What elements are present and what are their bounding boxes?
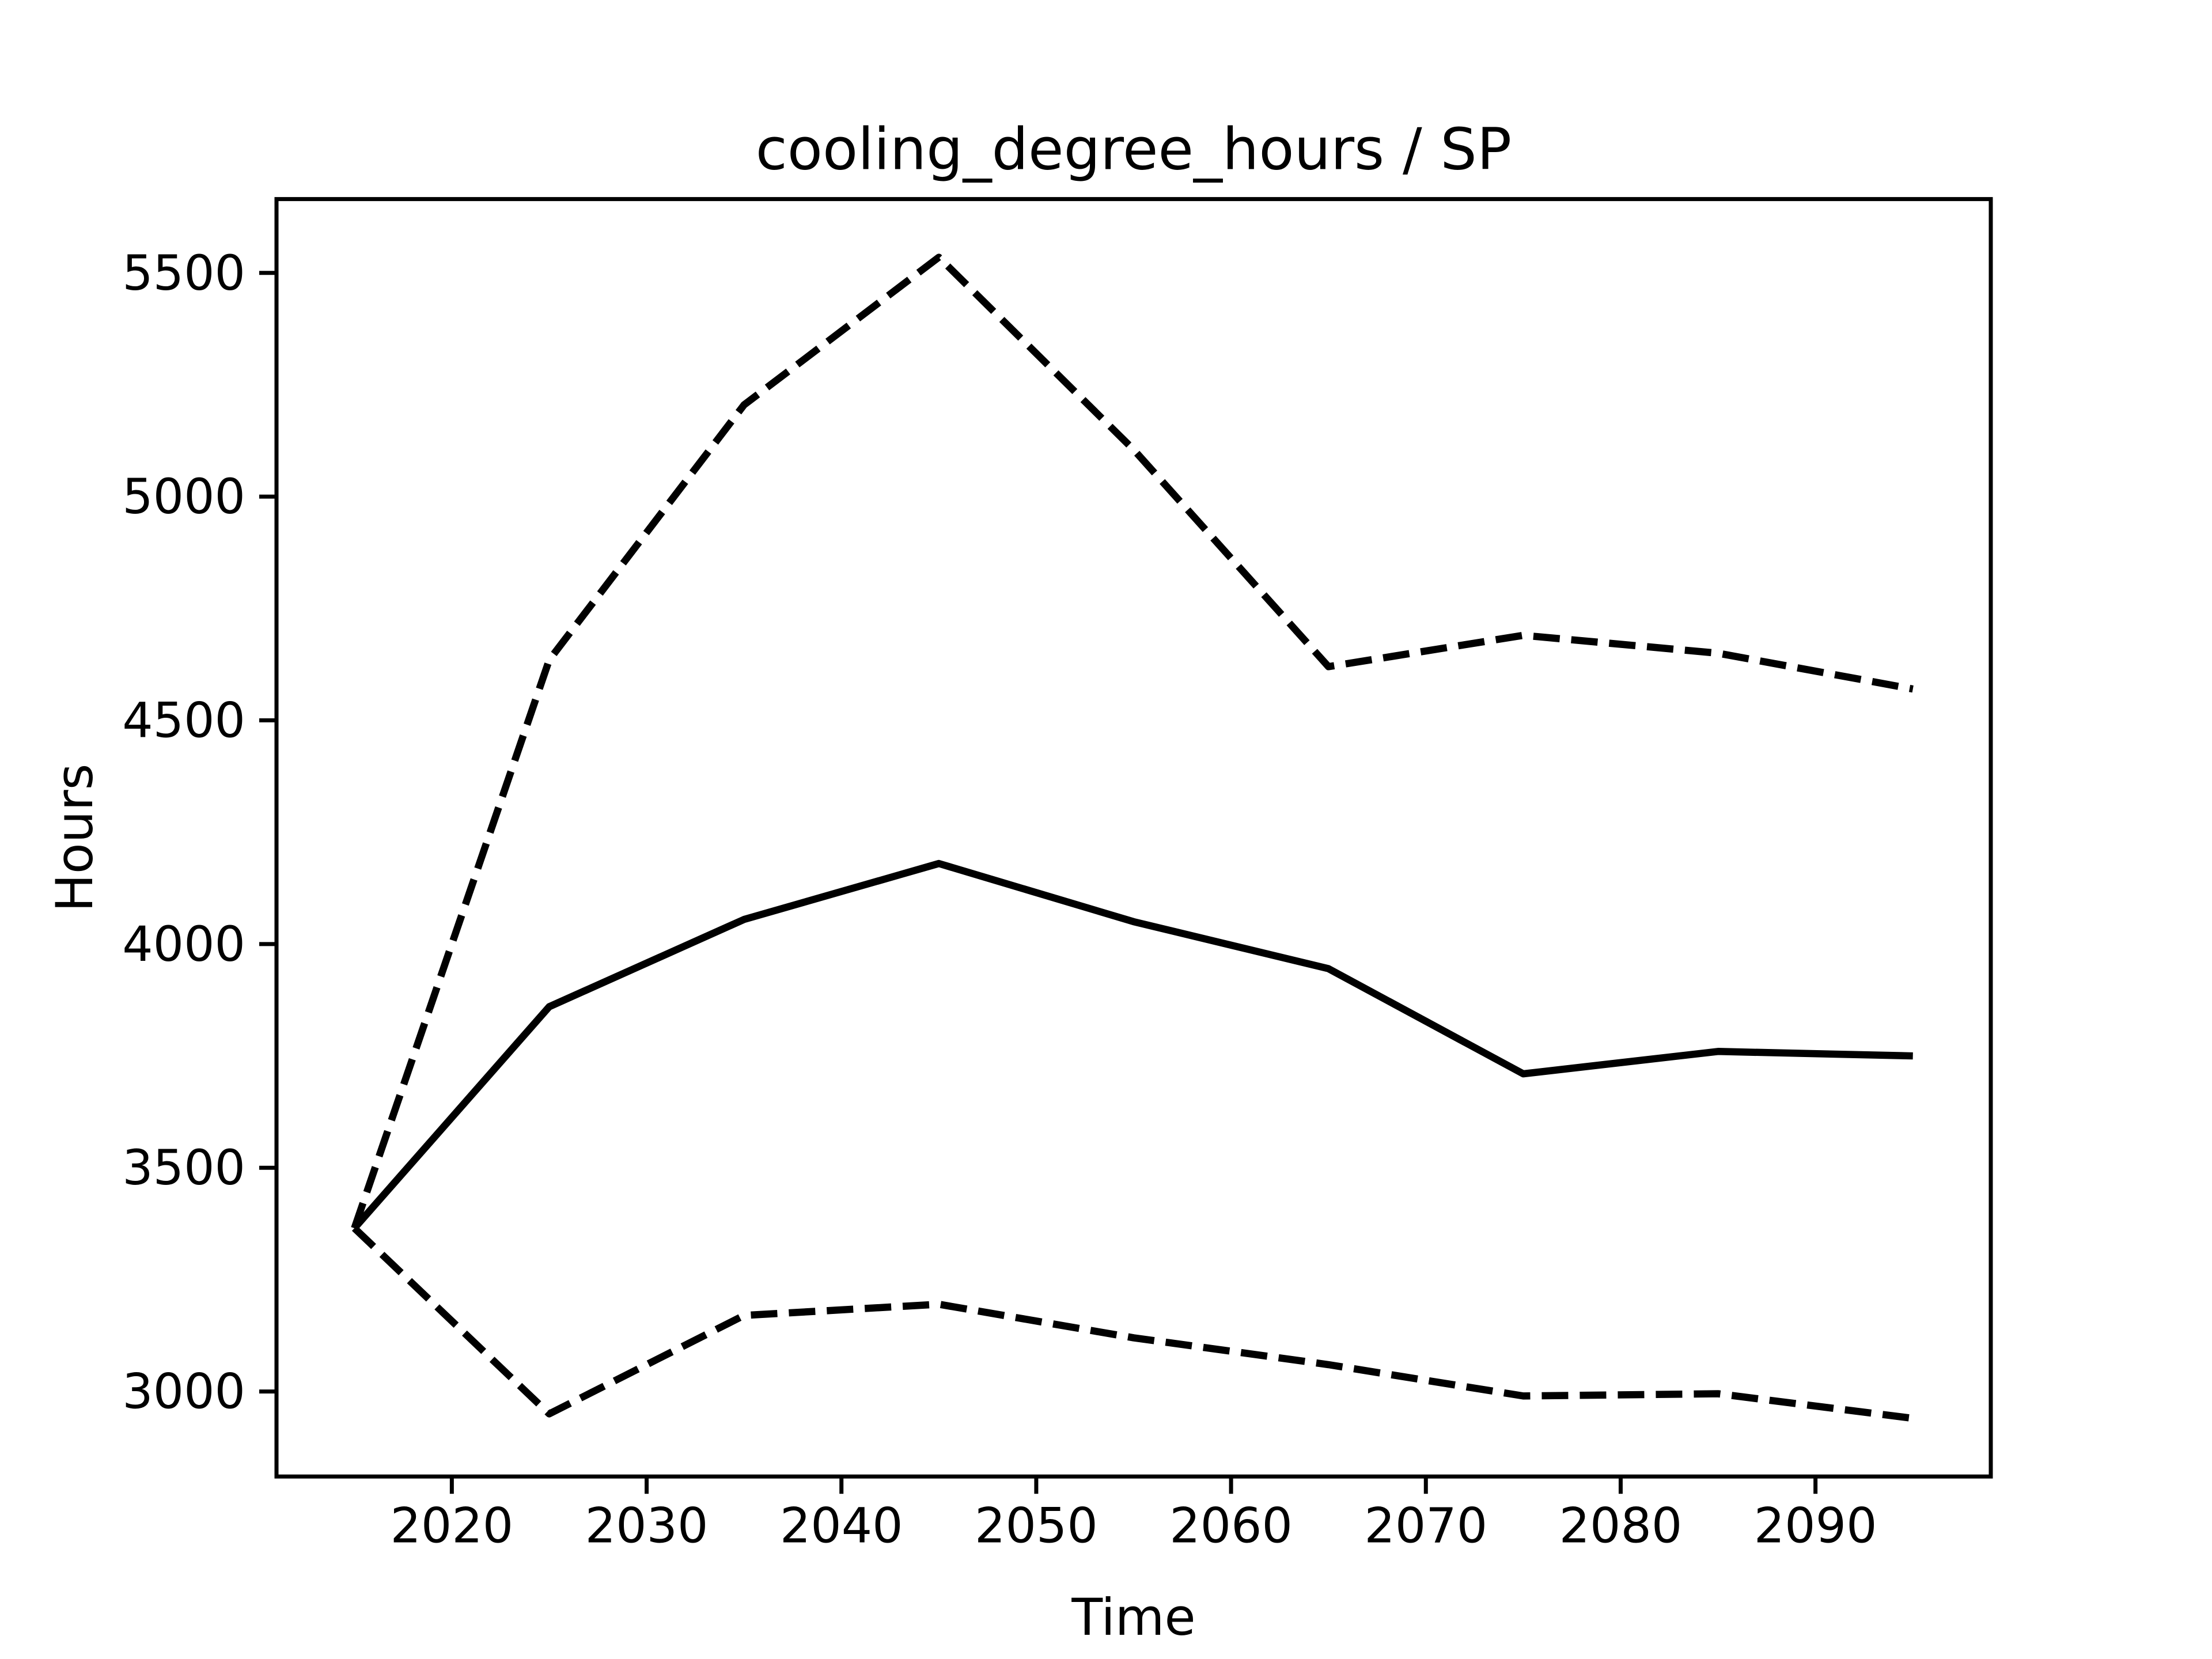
y-tick-label: 4000	[122, 916, 245, 972]
x-axis-label: Time	[1071, 1588, 1195, 1647]
x-tick-label: 2050	[975, 1498, 1098, 1554]
axis-ticks	[259, 271, 1818, 1494]
chart-title: cooling_degree_hours / SP	[756, 116, 1512, 183]
x-tick-label: 2080	[1559, 1498, 1683, 1554]
x-tick-label: 2060	[1169, 1498, 1293, 1554]
series-lower-bound	[351, 1225, 1914, 1422]
data-series	[351, 253, 1914, 1422]
axis-tick-labels: 2020 2030 2040 2050 2060 2070 2080 2090 3000 3500…	[122, 245, 1877, 1554]
y-tick-label: 4500	[122, 692, 245, 749]
series-upper-bound	[351, 253, 1914, 1230]
x-tick-label: 2070	[1364, 1498, 1487, 1554]
y-tick-label: 3500	[122, 1139, 245, 1196]
x-tick-label: 2090	[1754, 1498, 1877, 1554]
y-tick-label: 5000	[122, 468, 245, 525]
y-tick-label: 3000	[122, 1363, 245, 1420]
plot-frame	[274, 197, 1993, 1479]
x-tick-label: 2020	[390, 1498, 513, 1554]
plot-area	[274, 197, 1993, 1479]
y-axis-label: Hours	[45, 763, 104, 912]
series-mean	[351, 859, 1913, 1231]
y-tick-label: 5500	[122, 245, 245, 301]
x-tick-label: 2040	[780, 1498, 903, 1554]
x-tick-label: 2030	[585, 1498, 709, 1554]
